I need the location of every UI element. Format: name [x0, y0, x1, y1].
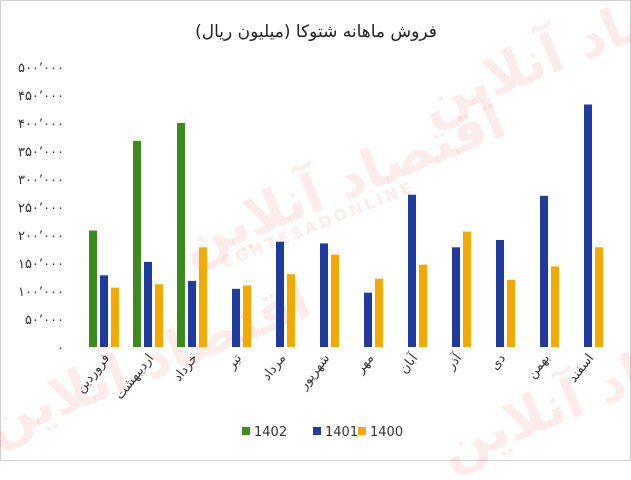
x-axis-labels: فروردین اردیبهشت خرداد تیر مرداد شهریور مهر آبا… — [73, 349, 597, 403]
y-tick-label: ۳۵۰٬۰۰۰ — [18, 145, 64, 160]
bar-1402 — [89, 230, 97, 347]
y-tick-label: ۵۰٬۰۰۰ — [25, 313, 64, 328]
legend-swatch-1401 — [313, 427, 321, 435]
legend-label-1400: 1400 — [370, 425, 403, 440]
y-tick-label: ۲۰۰٬۰۰۰ — [18, 229, 64, 244]
y-tick-label: ۴۵۰٬۰۰۰ — [18, 89, 64, 104]
bar-1401 — [320, 243, 328, 347]
bar-1400 — [419, 264, 427, 347]
bar-1401 — [540, 195, 548, 347]
chart-frame — [0, 0, 631, 461]
x-tick-label: آبان — [395, 349, 422, 377]
bar-1402 — [133, 140, 141, 347]
chart-title: فروش ماهانه شتوکا (میلیون ریال) — [195, 22, 437, 42]
y-axis: ۰ ۵۰٬۰۰۰ ۱۰۰٬۰۰۰ ۱۵۰٬۰۰۰ ۲۰۰٬۰۰۰ ۲۵۰٬۰۰۰ ۳۰۰٬۰… — [18, 61, 64, 356]
bar-1402 — [177, 123, 185, 347]
bar-1400 — [155, 284, 163, 347]
bar-1401 — [408, 194, 416, 347]
bars — [89, 104, 603, 347]
bar-1401 — [232, 288, 240, 347]
y-tick-label: ۱۵۰٬۰۰۰ — [18, 257, 64, 272]
bar-1400 — [551, 266, 559, 347]
x-tick-label: اردیبهشت — [112, 351, 157, 402]
legend: 1402 1401 1400 — [242, 425, 403, 440]
bar-1400 — [331, 254, 339, 347]
bar-1400 — [111, 287, 119, 347]
x-tick-label: اسفند — [566, 351, 597, 385]
legend-label-1402: 1402 — [254, 425, 287, 440]
x-tick-label: مرداد — [259, 351, 289, 383]
legend-swatch-1400 — [358, 427, 366, 435]
legend-label-1401: 1401 — [325, 425, 358, 440]
bar-1401 — [188, 280, 196, 347]
x-tick-label: خرداد — [171, 351, 202, 384]
bar-1400 — [287, 274, 295, 347]
bar-1400 — [375, 278, 383, 347]
bar-1400 — [507, 279, 515, 347]
y-tick-label: ۳۰۰٬۰۰۰ — [18, 173, 64, 188]
x-tick-label: آذر — [441, 349, 466, 374]
y-tick-label: ۵۰۰٬۰۰۰ — [18, 61, 64, 76]
bar-1400 — [243, 285, 251, 347]
y-tick-label: ۰ — [57, 341, 64, 356]
y-tick-label: ۱۰۰٬۰۰۰ — [18, 285, 64, 300]
legend-swatch-1402 — [242, 427, 250, 435]
y-tick-label: ۴۰۰٬۰۰۰ — [18, 117, 64, 132]
bar-1401 — [496, 240, 504, 347]
bar-1401 — [452, 247, 460, 347]
bar-1401 — [144, 261, 152, 347]
y-tick-label: ۲۵۰٬۰۰۰ — [18, 201, 64, 216]
x-tick-label: تیر — [224, 351, 246, 373]
x-tick-label: فروردین — [73, 351, 113, 396]
bar-1401 — [364, 292, 372, 347]
bar-1400 — [463, 231, 471, 347]
x-tick-label: مهر — [352, 351, 377, 377]
x-tick-label: بهمن — [525, 351, 553, 382]
bar-1401 — [100, 275, 108, 347]
bar-1400 — [199, 247, 207, 347]
bar-1400 — [595, 247, 603, 347]
x-tick-label: شهریور — [296, 351, 333, 393]
x-tick-label: دی — [488, 351, 510, 373]
bar-1401 — [276, 241, 284, 347]
bar-1401 — [584, 104, 592, 347]
bar-chart: فروش ماهانه شتوکا (میلیون ریال) ۰ ۵۰٬۰۰۰ ۱… — [18, 22, 603, 440]
